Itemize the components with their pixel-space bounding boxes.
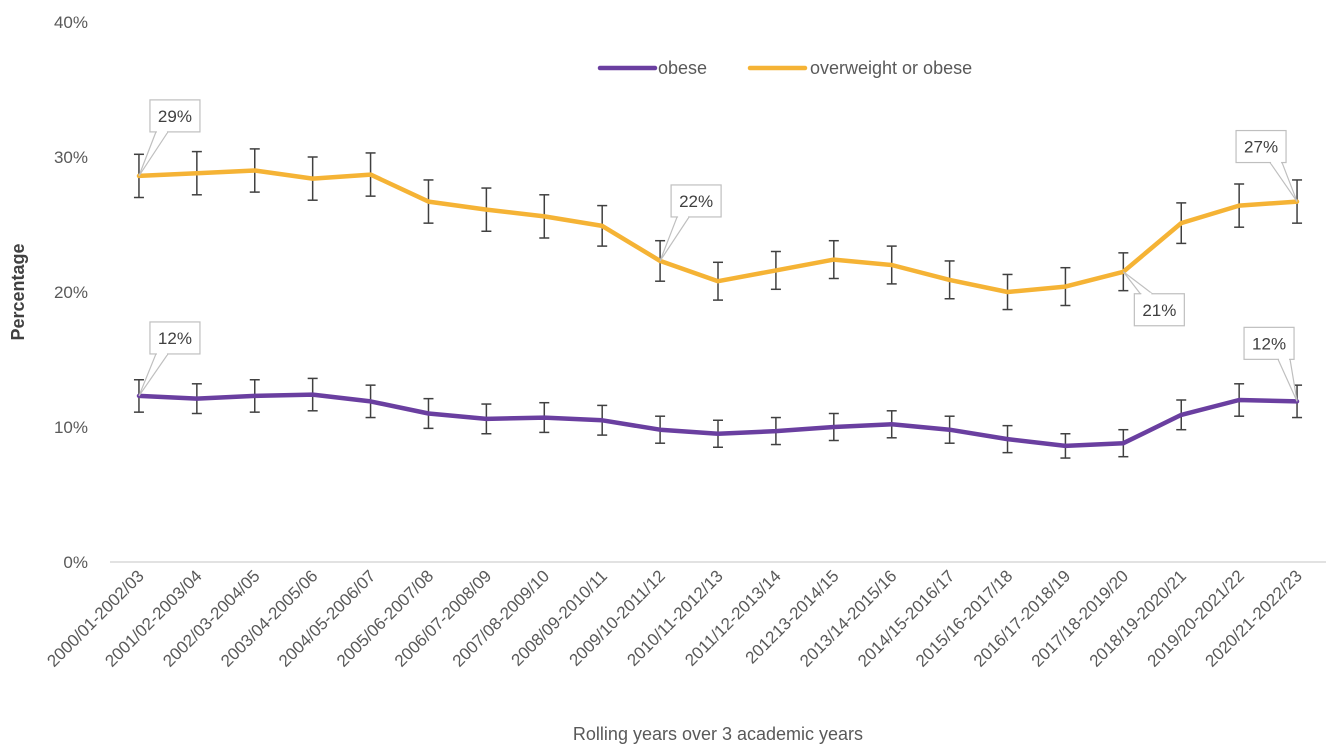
- data-callout: 29%: [138, 99, 201, 177]
- error-bars: [133, 148, 1303, 459]
- series-lines: [136, 168, 1300, 449]
- data-callout: 12%: [138, 321, 201, 397]
- callout-label: 22%: [679, 192, 713, 211]
- callout-pointer: [138, 353, 170, 397]
- y-tick-label: 40%: [54, 13, 88, 32]
- legend-label: overweight or obese: [810, 58, 972, 78]
- data-callout: 21%: [1122, 271, 1185, 327]
- x-tick-label: 2005/06-2007/08: [333, 566, 437, 670]
- callout-pointer: [1277, 358, 1298, 402]
- y-axis-ticks: 0% 10% 20% 30% 40%: [54, 13, 88, 572]
- x-tick-label: 2015/16-2017/18: [912, 566, 1016, 670]
- callout-box: [149, 99, 201, 133]
- callout-label: 29%: [158, 107, 192, 126]
- data-callout: 12%: [1243, 326, 1298, 402]
- x-tick-label: 2018/19-2020/21: [1086, 566, 1190, 670]
- x-tick-label: 2007/08-2009/10: [449, 566, 553, 670]
- callout-pointer: [1268, 161, 1298, 202]
- x-axis-ticks: 2000/01-2002/032001/02-2003/042002/03-20…: [43, 566, 1305, 670]
- x-axis-title: Rolling years over 3 academic years: [573, 724, 863, 744]
- x-tick-label: 2002/03-2004/05: [159, 566, 263, 670]
- y-tick-label: 20%: [54, 283, 88, 302]
- callout-box: [1235, 129, 1287, 164]
- y-tick-label: 0%: [63, 553, 88, 572]
- data-callout: 27%: [1235, 129, 1298, 202]
- callout-pointer: [659, 216, 691, 262]
- callout-box: [149, 321, 201, 355]
- data-callouts: 29% 22% 21% 27% 12% 12%: [138, 99, 1298, 402]
- callout-box: [1133, 293, 1185, 327]
- y-axis-title: Percentage: [8, 243, 28, 340]
- x-tick-label: 2016/17-2018/19: [970, 566, 1074, 670]
- legend: obese overweight or obese: [597, 58, 972, 78]
- x-tick-label: 2000/01-2002/03: [43, 566, 147, 670]
- x-tick-label: 2004/05-2006/07: [275, 566, 379, 670]
- x-tick-label: 2020/21-2022/23: [1202, 566, 1306, 670]
- callout-label: 21%: [1142, 301, 1176, 320]
- x-tick-label: 2013/14-2015/16: [796, 566, 900, 670]
- data-callout: 22%: [659, 184, 722, 262]
- x-tick-label: 2014/15-2016/17: [854, 566, 958, 670]
- callout-label: 27%: [1244, 138, 1278, 157]
- x-tick-label: 2017/18-2019/20: [1028, 566, 1132, 670]
- x-tick-label: 2003/04-2005/06: [217, 566, 321, 670]
- callout-label: 12%: [1252, 334, 1286, 353]
- x-tick-label: 2019/20-2021/22: [1144, 566, 1248, 670]
- y-tick-label: 10%: [54, 418, 88, 437]
- series-line-overweight-or-obese: [136, 168, 1300, 295]
- callout-label: 12%: [158, 329, 192, 348]
- y-tick-label: 30%: [54, 148, 88, 167]
- series-line-obese: [136, 392, 1300, 449]
- callout-box: [670, 184, 722, 218]
- x-tick-label: 2006/07-2008/09: [391, 566, 495, 670]
- legend-label: obese: [658, 58, 707, 78]
- callout-box: [1243, 326, 1295, 360]
- x-tick-label: 2001/02-2003/04: [101, 566, 205, 670]
